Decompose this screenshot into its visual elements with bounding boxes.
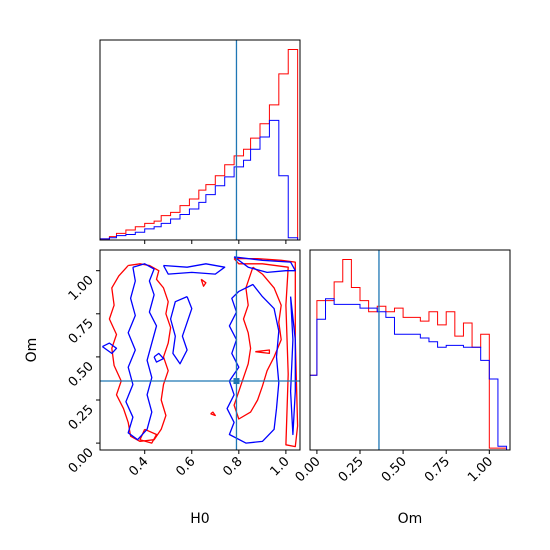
h0-histogram-frame [99, 39, 301, 241]
h0-histogram-ticks [144, 240, 287, 244]
contour-1-0 [125, 263, 158, 441]
contour-0-0 [108, 263, 172, 443]
contour-group [102, 256, 299, 448]
contour-1-4 [226, 283, 280, 444]
om-hist-series-1 [309, 298, 508, 450]
contour-0-4 [210, 411, 216, 417]
contour-1-1 [162, 263, 226, 275]
contour-0-1 [233, 257, 299, 448]
h0-hist-series-0 [99, 49, 299, 240]
h0-hist-series-1 [99, 119, 299, 240]
truth-point-marker [233, 378, 240, 385]
contour-1-3 [233, 256, 296, 274]
h0-axis-label: H0 [190, 511, 209, 527]
om-axis-label-y: Om [24, 338, 40, 363]
h0-om-contour-frame [99, 249, 301, 451]
contour-1-2 [169, 296, 193, 365]
contour-1-5 [289, 296, 296, 436]
contour-1-7 [153, 352, 165, 363]
contour-0-5 [200, 278, 207, 287]
contour-0-6 [255, 349, 271, 355]
h0-om-contours [100, 250, 300, 450]
h0-histogram-series [99, 40, 299, 240]
contour-1-6 [102, 342, 118, 355]
om-histogram-series [309, 250, 508, 450]
h0-histogram-panel [99, 39, 301, 244]
om-hist-series-0 [309, 259, 508, 450]
contour-0-2 [233, 266, 282, 420]
om-histogram-frame [309, 249, 511, 451]
om-axis-label-x: Om [398, 511, 423, 527]
